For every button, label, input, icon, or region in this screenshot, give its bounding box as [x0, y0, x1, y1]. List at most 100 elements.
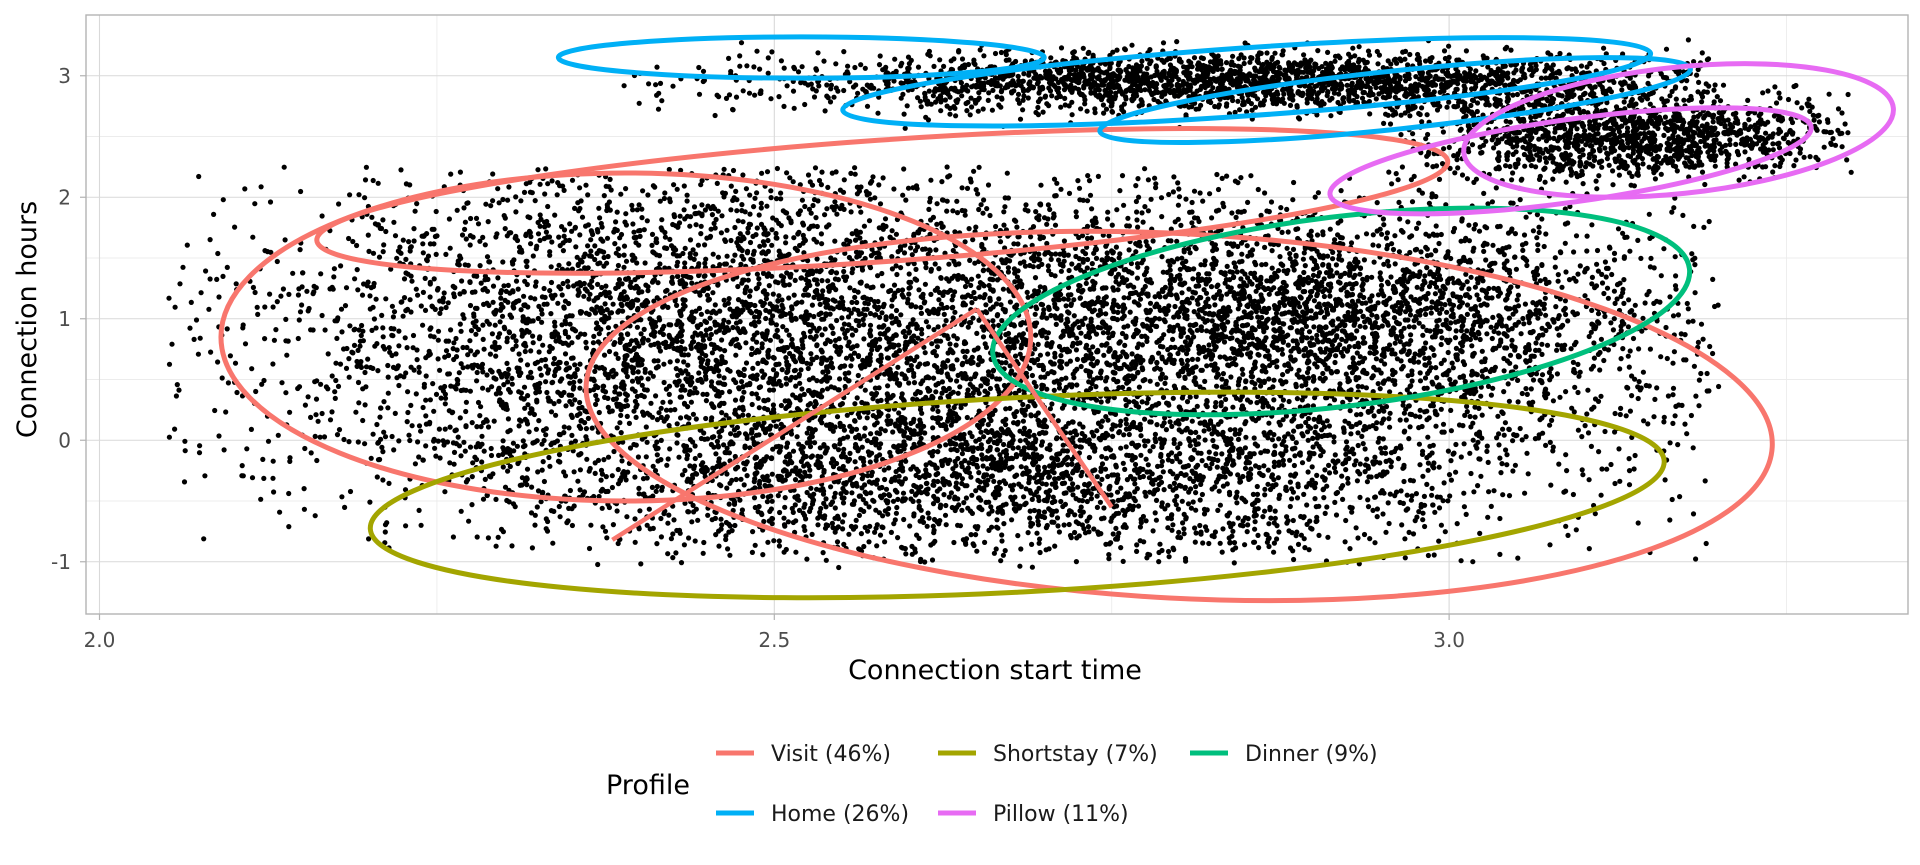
data-point [220, 197, 226, 203]
data-point [637, 233, 643, 239]
data-point [491, 375, 497, 381]
data-point [319, 213, 325, 219]
data-point [1333, 262, 1339, 268]
data-point [834, 344, 840, 350]
data-point [767, 375, 773, 382]
data-point [914, 244, 921, 250]
data-point [557, 391, 563, 397]
data-point [623, 186, 629, 192]
data-point [861, 322, 867, 328]
data-point [760, 289, 766, 295]
data-point [724, 253, 730, 259]
data-point [665, 304, 671, 310]
data-point [382, 346, 388, 352]
data-point [719, 354, 725, 360]
data-point [728, 237, 734, 244]
data-point [555, 300, 561, 306]
data-point [781, 274, 787, 280]
data-point [539, 467, 545, 473]
data-point [779, 367, 785, 373]
data-point [998, 302, 1004, 308]
data-point [630, 357, 636, 363]
data-point [1123, 421, 1129, 427]
data-point [548, 264, 554, 270]
data-point [554, 192, 560, 198]
data-point [618, 332, 624, 338]
data-point [1602, 259, 1608, 265]
data-point [851, 287, 858, 294]
data-point [176, 387, 182, 393]
data-point [552, 319, 558, 325]
data-point [286, 291, 292, 297]
data-point [169, 341, 175, 347]
data-point [172, 304, 178, 310]
data-point [713, 329, 719, 335]
data-point [697, 292, 703, 298]
data-point [423, 413, 429, 419]
data-point [225, 380, 231, 386]
data-point [852, 294, 858, 300]
data-point [766, 309, 773, 315]
data-point [516, 423, 522, 429]
data-point [242, 186, 248, 192]
data-point [486, 259, 492, 265]
data-point [535, 167, 541, 173]
data-point [752, 195, 758, 201]
data-point [617, 401, 623, 408]
data-point [464, 200, 470, 206]
data-point [816, 325, 822, 331]
data-point [542, 294, 548, 300]
data-point [1054, 180, 1060, 186]
data-point [681, 183, 687, 189]
data-point [1467, 413, 1473, 420]
data-point [811, 313, 817, 320]
data-point [252, 201, 258, 207]
data-point [408, 273, 414, 279]
data-point [685, 371, 691, 377]
data-point [457, 415, 463, 421]
data-point [801, 292, 807, 298]
data-point [1292, 453, 1298, 459]
data-point [1299, 460, 1306, 466]
data-point [586, 296, 592, 302]
data-point [568, 355, 575, 361]
data-point [934, 364, 940, 371]
data-point [534, 399, 540, 405]
data-point [623, 477, 629, 483]
data-point [467, 242, 473, 248]
data-point [389, 433, 395, 440]
data-point [1193, 393, 1199, 400]
data-point [560, 248, 567, 254]
data-point [502, 215, 508, 221]
data-point [722, 348, 728, 354]
data-point [258, 496, 264, 502]
data-point [786, 282, 792, 288]
data-point [645, 288, 651, 294]
data-point [524, 263, 530, 270]
data-point [949, 297, 955, 303]
data-point [221, 447, 227, 453]
data-point [742, 443, 748, 449]
data-point [1170, 522, 1176, 528]
data-point [922, 299, 928, 305]
data-point [563, 360, 570, 366]
data-point [930, 425, 936, 431]
data-point [562, 351, 569, 357]
data-point [367, 293, 373, 299]
data-point [327, 417, 334, 423]
data-point [577, 378, 583, 384]
data-point [620, 379, 626, 385]
data-point [507, 389, 513, 395]
data-point [182, 448, 188, 454]
data-point [360, 386, 366, 392]
data-point [357, 343, 363, 349]
data-point [757, 384, 764, 390]
data-point [677, 368, 684, 374]
data-point [622, 219, 628, 225]
data-point [394, 255, 400, 261]
data-point [972, 371, 979, 377]
data-point [295, 335, 301, 342]
data-point [416, 364, 422, 370]
data-point [851, 350, 858, 356]
data-point [333, 377, 339, 384]
